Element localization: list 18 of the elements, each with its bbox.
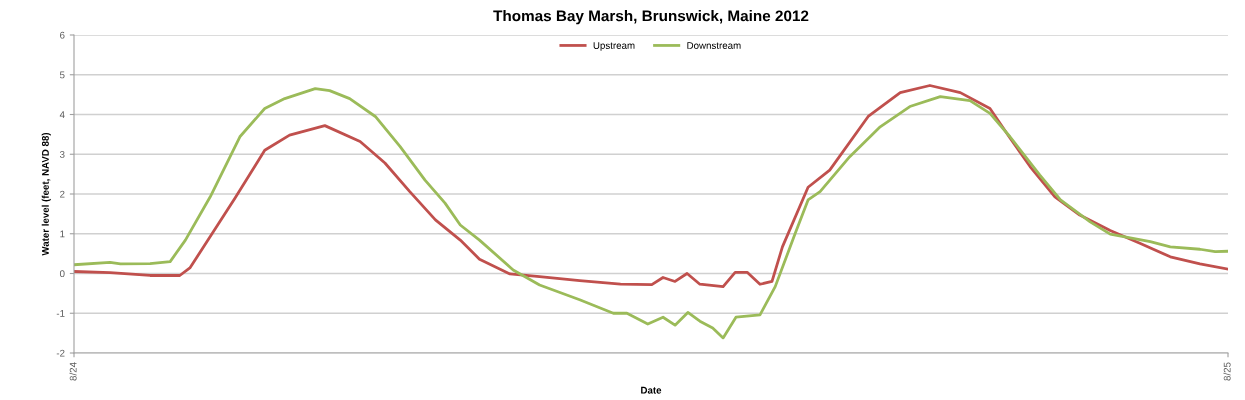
x-tick-label: 8/24 — [69, 362, 77, 381]
x-axis-title: Date — [641, 386, 662, 394]
y-tick-label: -2 — [56, 349, 65, 357]
y-tick-label: 2 — [60, 190, 65, 198]
y-axis-title: Water level (feet, NAVD 88) — [41, 132, 51, 256]
y-tick-label: -1 — [56, 310, 65, 317]
line-series — [74, 87, 1228, 340]
y-tick-label: 5 — [59, 71, 65, 79]
legend-label: Upstream — [593, 42, 635, 51]
chart-title: Thomas Bay Marsh, Brunswick, Maine 2012 — [493, 10, 809, 25]
y-tick-label: 3 — [59, 150, 65, 158]
x-tick-label: 8/25 — [1223, 362, 1231, 381]
y-tick-label: 1 — [60, 230, 65, 238]
line-series — [74, 84, 1228, 289]
legend-label: Downstream — [687, 42, 741, 49]
y-tick-label: 0 — [59, 270, 65, 278]
y-tick-label: 4 — [59, 111, 65, 119]
y-tick-label: 6 — [60, 31, 65, 39]
